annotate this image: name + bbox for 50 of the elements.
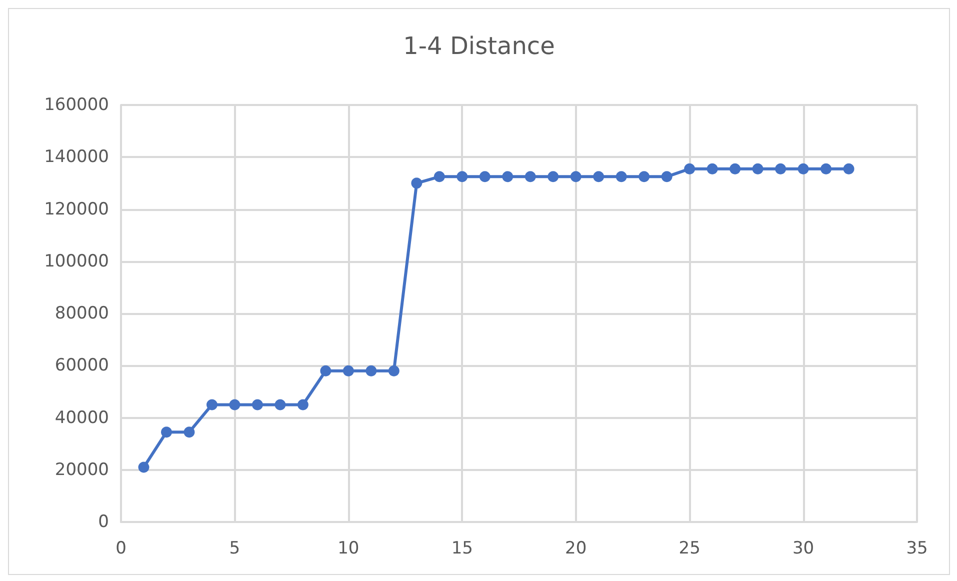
point bbox=[502, 171, 514, 182]
point bbox=[274, 399, 286, 410]
point bbox=[752, 163, 764, 174]
x-tick-label: 30 bbox=[792, 538, 814, 558]
point bbox=[684, 163, 696, 174]
point bbox=[184, 426, 195, 438]
point bbox=[388, 365, 400, 376]
point bbox=[342, 365, 354, 376]
y-tick-label: 160000 bbox=[44, 95, 109, 115]
point bbox=[706, 163, 718, 174]
point bbox=[320, 365, 332, 376]
point bbox=[843, 163, 854, 174]
y-tick-label: 60000 bbox=[54, 356, 109, 376]
point bbox=[524, 171, 536, 182]
point bbox=[730, 163, 741, 174]
x-tick-label: 20 bbox=[565, 538, 587, 558]
y-tick-label: 40000 bbox=[54, 408, 109, 428]
point bbox=[456, 171, 468, 182]
point bbox=[252, 399, 263, 410]
point bbox=[661, 171, 672, 182]
point bbox=[479, 171, 490, 182]
x-tick-label: 35 bbox=[906, 538, 928, 558]
x-tick-label: 10 bbox=[338, 538, 360, 558]
y-tick-label: 20000 bbox=[54, 460, 109, 480]
x-tick-label: 15 bbox=[451, 538, 473, 558]
point bbox=[206, 399, 218, 410]
point bbox=[570, 171, 582, 182]
point bbox=[366, 365, 377, 376]
point bbox=[160, 426, 172, 438]
y-tick-label: 140000 bbox=[44, 147, 109, 168]
point bbox=[138, 462, 150, 473]
x-tick-label: 0 bbox=[116, 538, 126, 558]
point bbox=[411, 178, 422, 189]
x-tick-label: 25 bbox=[678, 538, 700, 558]
point bbox=[638, 171, 650, 182]
point bbox=[820, 163, 832, 174]
point bbox=[616, 171, 627, 182]
y-tick-label: 0 bbox=[98, 512, 109, 532]
point bbox=[229, 399, 240, 410]
chart-title: 1-4 Distance bbox=[403, 32, 555, 60]
point bbox=[434, 171, 445, 182]
point bbox=[775, 163, 786, 174]
point bbox=[593, 171, 604, 182]
point bbox=[798, 163, 809, 174]
y-tick-label: 120000 bbox=[44, 199, 109, 220]
point bbox=[297, 399, 308, 410]
point bbox=[548, 171, 559, 182]
y-tick-label: 80000 bbox=[54, 304, 109, 324]
y-tick-label: 100000 bbox=[44, 251, 109, 272]
x-tick-label: 5 bbox=[229, 538, 240, 558]
